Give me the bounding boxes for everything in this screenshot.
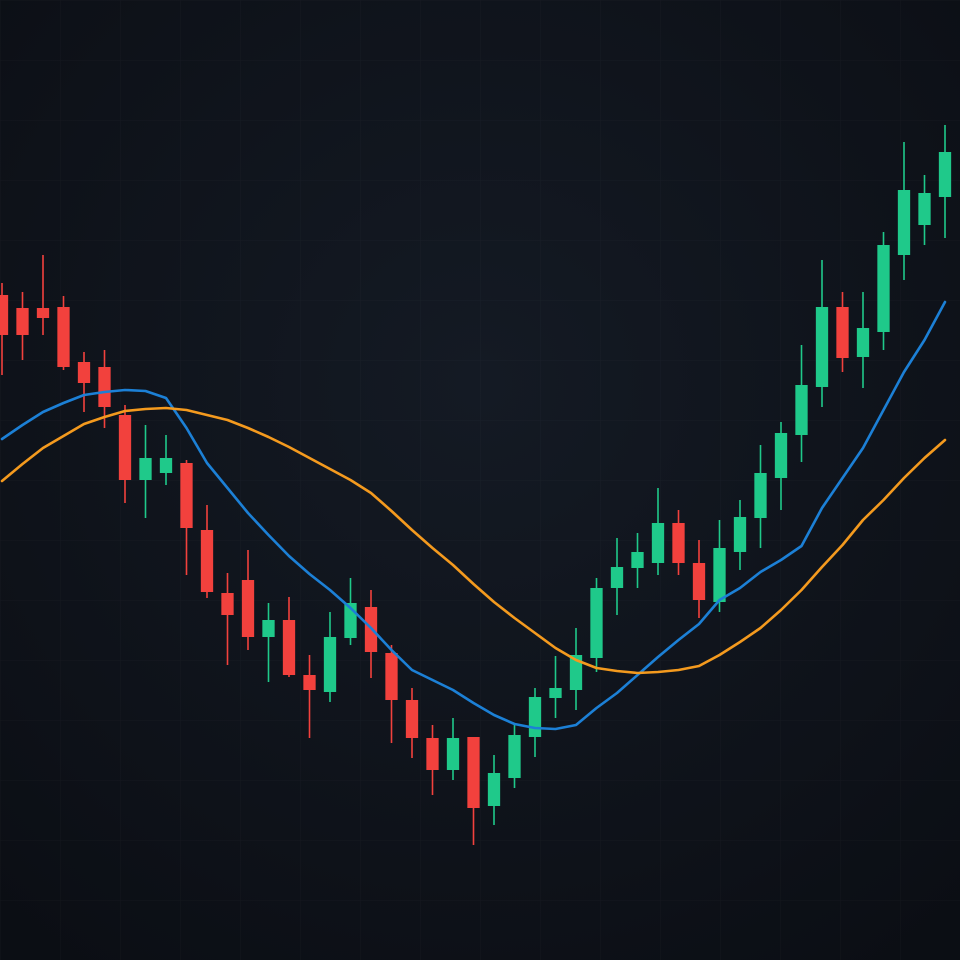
candle-body [692, 563, 706, 600]
candle-body [856, 328, 870, 357]
candle-body [57, 307, 70, 367]
candle-body [815, 307, 829, 387]
candle-body [98, 367, 111, 407]
candle-body [180, 463, 193, 528]
candle-body [467, 737, 480, 808]
candle-body [733, 517, 747, 552]
candle-body [200, 530, 214, 592]
candle-body [528, 697, 542, 737]
candle-body [77, 362, 91, 383]
candle-body [918, 193, 931, 225]
candle-body [36, 308, 50, 318]
candle-body [282, 620, 296, 675]
candle-body [631, 552, 644, 568]
candle-body [590, 588, 603, 658]
candle-body [139, 458, 152, 480]
candle-body [877, 245, 890, 332]
candle-body [774, 433, 788, 478]
candle-body [426, 738, 439, 770]
candle-body [897, 190, 911, 255]
candle-body [754, 473, 767, 518]
candle-body [508, 735, 521, 778]
candle-body [713, 548, 726, 602]
candle-body [836, 307, 849, 358]
candle-body [221, 593, 234, 615]
candle-body [262, 620, 275, 637]
candle-body [16, 308, 29, 335]
moving-average-line [0, 300, 947, 731]
candle-body [651, 523, 665, 563]
candle-body [241, 580, 255, 637]
candle-body [405, 700, 419, 738]
candle-body [610, 567, 624, 588]
candle-body [118, 415, 132, 480]
candle-body [938, 152, 952, 197]
candle-body [159, 458, 173, 473]
candle-body [549, 688, 562, 698]
candle-body [569, 655, 583, 690]
candle-body [672, 523, 685, 563]
candle-body [446, 738, 460, 770]
candle-body [385, 653, 398, 700]
candle-body [323, 637, 337, 692]
moving-average-line [0, 406, 947, 675]
candle-body [0, 295, 9, 335]
candle-body [795, 385, 808, 435]
candle-body [487, 773, 501, 806]
candle-body [303, 675, 316, 690]
